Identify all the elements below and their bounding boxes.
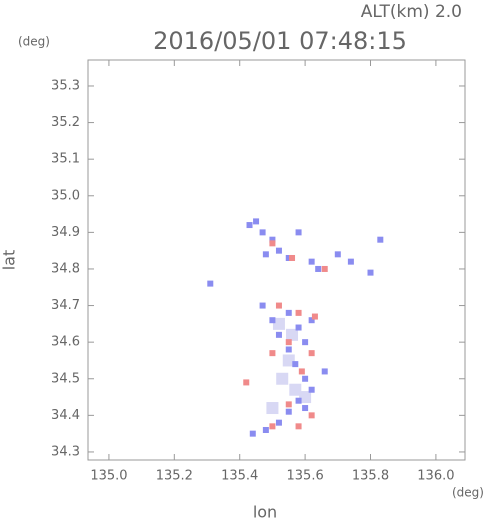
x-tick-label: 135.8 [352, 469, 389, 484]
radar-cell [289, 383, 302, 396]
radar-cell [262, 251, 269, 258]
radar-cell [207, 280, 214, 287]
radar-cell [285, 401, 292, 408]
y-tick-label: 35.0 [51, 188, 80, 203]
radar-cell [266, 402, 279, 415]
radar-cell [308, 317, 315, 324]
radar-cell [315, 265, 322, 272]
radar-cell [272, 317, 285, 330]
y-tick-label: 35.2 [51, 115, 80, 130]
radar-cell [259, 229, 266, 236]
radar-cell [299, 391, 312, 404]
radar-cell [286, 328, 299, 341]
plot-frame [87, 59, 466, 461]
x-tick-label: 135.2 [156, 469, 193, 484]
y-tick-label: 34.8 [51, 261, 80, 276]
y-tick-label: 35.1 [51, 152, 80, 167]
radar-cell [367, 269, 374, 276]
radar-cell [321, 368, 328, 375]
radar-cell [308, 350, 315, 357]
radar-cell [285, 309, 292, 316]
radar-cell [269, 240, 276, 247]
y-tick-label: 35.3 [51, 78, 80, 93]
radar-cell [308, 386, 315, 393]
radar-cell [295, 309, 302, 316]
x-unit: (deg) [452, 486, 484, 500]
y-tick-label: 34.4 [51, 408, 80, 423]
radar-cell [275, 302, 282, 309]
radar-cell [334, 251, 341, 258]
radar-cell [275, 331, 282, 338]
radar-cell [295, 324, 302, 331]
radar-cell [285, 408, 292, 415]
radar-cell [295, 229, 302, 236]
radar-cell [285, 254, 292, 261]
radar-cell [295, 423, 302, 430]
radar-cell [269, 317, 276, 324]
radar-cell [259, 302, 266, 309]
x-tick-label: 135.0 [90, 469, 127, 484]
y-axis-label: lat [0, 250, 19, 271]
radar-cell [262, 426, 269, 433]
radar-cell [308, 258, 315, 265]
radar-cell [285, 339, 292, 346]
radar-cell [302, 375, 309, 382]
x-axis-label: lon [253, 503, 277, 521]
radar-cell [321, 265, 328, 272]
radar-cell [285, 346, 292, 353]
radar-cell [282, 354, 295, 367]
y-tick-label: 34.7 [51, 298, 80, 313]
y-tick-label: 34.3 [51, 444, 80, 459]
radar-cell [243, 379, 250, 386]
radar-cell [292, 361, 299, 368]
radar-cell [347, 258, 354, 265]
radar-cell [302, 339, 309, 346]
radar-cell [276, 372, 289, 385]
radar-cell [269, 350, 276, 357]
altitude-label: ALT(km) 2.0 [361, 2, 462, 22]
x-tick-label: 135.6 [287, 469, 324, 484]
radar-cell [249, 430, 256, 437]
radar-cell [377, 236, 384, 243]
radar-cell [253, 218, 260, 225]
radar-cell [269, 236, 276, 243]
radar-cell [308, 412, 315, 419]
radar-cell [311, 313, 318, 320]
radar-cell [295, 397, 302, 404]
radar-cell [298, 368, 305, 375]
radar-cell [269, 423, 276, 430]
radar-cell [275, 247, 282, 254]
radar-cell [302, 405, 309, 412]
radar-cell [289, 254, 296, 261]
chart-title: 2016/05/01 07:48:15 [153, 27, 407, 55]
radar-cell [275, 419, 282, 426]
y-tick-label: 34.6 [51, 335, 80, 350]
x-tick-label: 135.4 [221, 469, 258, 484]
y-unit: (deg) [18, 35, 50, 49]
y-tick-label: 34.5 [51, 371, 80, 386]
radar-cell [246, 222, 253, 229]
y-tick-label: 34.9 [51, 225, 80, 240]
x-tick-label: 136.0 [417, 469, 454, 484]
